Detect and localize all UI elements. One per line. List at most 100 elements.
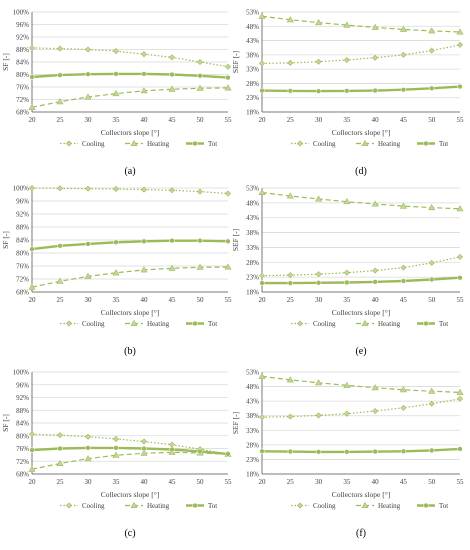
data-point bbox=[168, 54, 176, 61]
series-line bbox=[31, 239, 229, 251]
panel-label: (f) bbox=[356, 528, 366, 539]
y-tick-label: 96% bbox=[16, 198, 29, 206]
legend-marker bbox=[423, 140, 429, 147]
x-axis-label: Collectors slope [°] bbox=[332, 308, 390, 317]
legend-marker bbox=[361, 139, 369, 146]
data-point bbox=[112, 269, 120, 276]
series-line bbox=[261, 375, 461, 393]
legend-label: Tot bbox=[439, 320, 448, 328]
x-tick-label: 25 bbox=[57, 296, 65, 304]
legend-label: Heating bbox=[147, 320, 170, 328]
data-point bbox=[456, 28, 464, 35]
data-point bbox=[457, 446, 463, 452]
data-point bbox=[29, 246, 35, 252]
legend-entry-cooling: Cooling bbox=[60, 502, 105, 510]
x-tick-label: 35 bbox=[343, 296, 351, 304]
legend-label: Tot bbox=[439, 502, 448, 510]
data-point bbox=[372, 267, 379, 274]
series-line bbox=[31, 187, 229, 195]
data-point bbox=[141, 71, 147, 77]
data-point bbox=[399, 25, 407, 32]
series-line bbox=[261, 44, 461, 64]
legend-entry-heating: Heating bbox=[356, 319, 401, 328]
data-point bbox=[84, 93, 92, 100]
x-axis-label: Collectors slope [°] bbox=[101, 128, 159, 137]
x-tick-label: 50 bbox=[197, 296, 205, 304]
data-point bbox=[85, 241, 91, 247]
legend-label: Tot bbox=[208, 140, 217, 148]
data-point bbox=[315, 280, 322, 286]
data-point bbox=[168, 187, 176, 194]
data-point bbox=[372, 54, 379, 61]
legend-entry-heating: Heating bbox=[356, 139, 401, 148]
chart-panel-c: 68% 72% 76% 80% 84% 88% 92% 96% 100% 20 25 30 35 40 45… bbox=[1, 369, 232, 540]
data-point bbox=[224, 63, 232, 70]
data-point bbox=[141, 238, 147, 244]
data-point bbox=[428, 27, 436, 34]
series-line bbox=[261, 256, 461, 277]
y-tick-label: 92% bbox=[16, 394, 29, 402]
y-tick-label: 84% bbox=[16, 237, 29, 245]
y-axis-label: SEF [-] bbox=[231, 412, 240, 434]
data-point bbox=[287, 413, 294, 420]
y-tick-label: 68% bbox=[16, 471, 29, 479]
x-tick-label: 50 bbox=[197, 116, 205, 124]
data-point bbox=[343, 381, 351, 388]
legend-label: Tot bbox=[208, 320, 217, 328]
x-tick-label: 30 bbox=[315, 116, 323, 124]
x-tick-label: 25 bbox=[57, 116, 65, 124]
legend-marker bbox=[361, 501, 369, 509]
legend-marker bbox=[192, 320, 198, 327]
data-point bbox=[225, 451, 231, 457]
x-tick-label: 20 bbox=[29, 116, 37, 124]
legend-entry-cooling: Cooling bbox=[291, 502, 336, 510]
data-point bbox=[399, 386, 407, 393]
data-point bbox=[399, 202, 407, 209]
y-tick-label: 100% bbox=[13, 185, 30, 193]
y-axis-label: SEF [-] bbox=[231, 51, 240, 73]
data-point bbox=[84, 455, 92, 462]
data-point bbox=[428, 259, 435, 266]
legend-marker bbox=[65, 502, 73, 509]
x-tick-label: 35 bbox=[343, 116, 351, 124]
data-point bbox=[258, 188, 266, 195]
y-tick-label: 100% bbox=[13, 9, 30, 17]
x-tick-label: 40 bbox=[141, 478, 149, 486]
chart-panel-d: 18% 23% 28% 33% 38% 43% 48% 53% 20 25 30 35 40 45 50 55… bbox=[231, 9, 464, 178]
x-tick-label: 25 bbox=[287, 478, 295, 486]
x-tick-label: 45 bbox=[169, 116, 177, 124]
legend-entry-cooling: Cooling bbox=[291, 140, 336, 148]
x-tick-label: 40 bbox=[141, 116, 149, 124]
data-point bbox=[112, 48, 120, 55]
data-point bbox=[84, 185, 92, 192]
series-line bbox=[261, 447, 461, 454]
data-point bbox=[400, 51, 407, 58]
data-point bbox=[140, 449, 148, 456]
series-line bbox=[261, 398, 461, 418]
y-tick-label: 53% bbox=[246, 369, 259, 377]
data-point bbox=[400, 264, 407, 271]
legend-marker bbox=[130, 139, 138, 146]
x-tick-label: 20 bbox=[259, 296, 267, 304]
data-point bbox=[57, 243, 63, 249]
data-point bbox=[140, 87, 148, 94]
series-line bbox=[31, 47, 229, 68]
data-point bbox=[112, 185, 120, 192]
x-tick-label: 40 bbox=[372, 296, 380, 304]
series-tot bbox=[259, 83, 463, 94]
data-point bbox=[456, 205, 464, 212]
data-point bbox=[28, 283, 36, 290]
y-tick-label: 88% bbox=[16, 407, 29, 415]
y-tick-label: 76% bbox=[16, 263, 29, 271]
data-point bbox=[400, 87, 407, 93]
x-tick-label: 50 bbox=[428, 478, 436, 486]
x-tick-label: 40 bbox=[141, 296, 149, 304]
x-tick-label: 25 bbox=[57, 478, 65, 486]
series-heating bbox=[28, 84, 232, 110]
legend-label: Heating bbox=[147, 140, 170, 148]
data-point bbox=[343, 269, 350, 276]
y-tick-label: 80% bbox=[16, 71, 29, 79]
legend-entry-cooling: Cooling bbox=[60, 140, 105, 148]
data-point bbox=[287, 448, 293, 455]
